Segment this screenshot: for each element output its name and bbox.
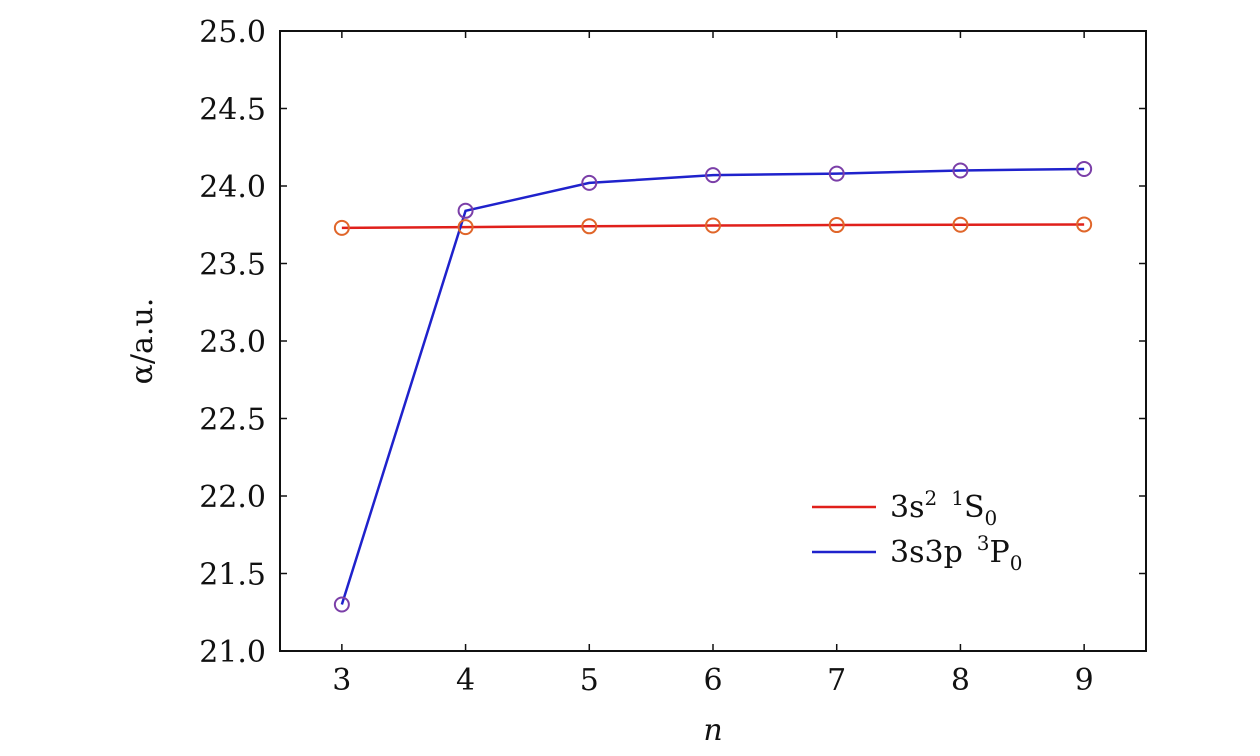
- y-axis-title: α/a.u.: [125, 298, 160, 385]
- y-tick-label: 21.5: [199, 558, 266, 593]
- x-tick-label: 7: [827, 663, 846, 698]
- data-point-1-6: [1076, 160, 1093, 177]
- y-tick-label: 22.0: [199, 480, 266, 515]
- x-tick-label: 6: [703, 663, 722, 698]
- data-point-1-1: [457, 202, 474, 219]
- data-point-0-0: [333, 219, 350, 236]
- data-point-0-5: [952, 216, 969, 233]
- x-tick-label: 8: [951, 663, 970, 698]
- x-tick-label: 3: [332, 663, 351, 698]
- legend-label-3s3p-3P0: 3s3p 3P0: [890, 531, 1022, 575]
- data-point-0-4: [828, 217, 845, 234]
- y-tick-label: 24.0: [199, 170, 266, 205]
- x-tick-label: 5: [580, 663, 599, 698]
- legend: 3s2 1S0 3s3p 3P0: [812, 486, 1022, 575]
- y-tick-label: 24.5: [199, 93, 266, 128]
- y-tick-label: 23.5: [199, 248, 266, 283]
- x-tick-label: 4: [456, 663, 475, 698]
- data-point-1-0: [333, 596, 350, 613]
- data-point-0-2: [581, 218, 598, 235]
- series-markers: [333, 160, 1093, 613]
- data-point-1-3: [705, 167, 721, 184]
- series-line-0: [341, 223, 1085, 230]
- y-tick-label: 22.5: [199, 403, 266, 438]
- x-axis-title: n: [703, 713, 722, 748]
- ticks: 3 4 5 6 7 8 9 21.0 21.5 22.0 22.5 23.0 23.5 24.0 24.5 2…: [199, 15, 1146, 698]
- data-point-0-3: [705, 217, 721, 234]
- data-point-0-6: [1076, 216, 1093, 233]
- series-line-1: [340, 167, 1085, 605]
- y-tick-label: 21.0: [199, 635, 266, 670]
- y-tick-label: 23.0: [199, 325, 266, 360]
- x-tick-label: 9: [1075, 663, 1094, 698]
- data-point-1-2: [581, 174, 598, 191]
- y-tick-label: 25.0: [199, 15, 266, 50]
- data-point-1-4: [828, 165, 845, 182]
- legend-label-3s2-1S0: 3s2 1S0: [890, 486, 997, 530]
- data-point-0-1: [457, 219, 474, 236]
- series-lines: [340, 167, 1085, 605]
- data-point-1-5: [952, 162, 969, 179]
